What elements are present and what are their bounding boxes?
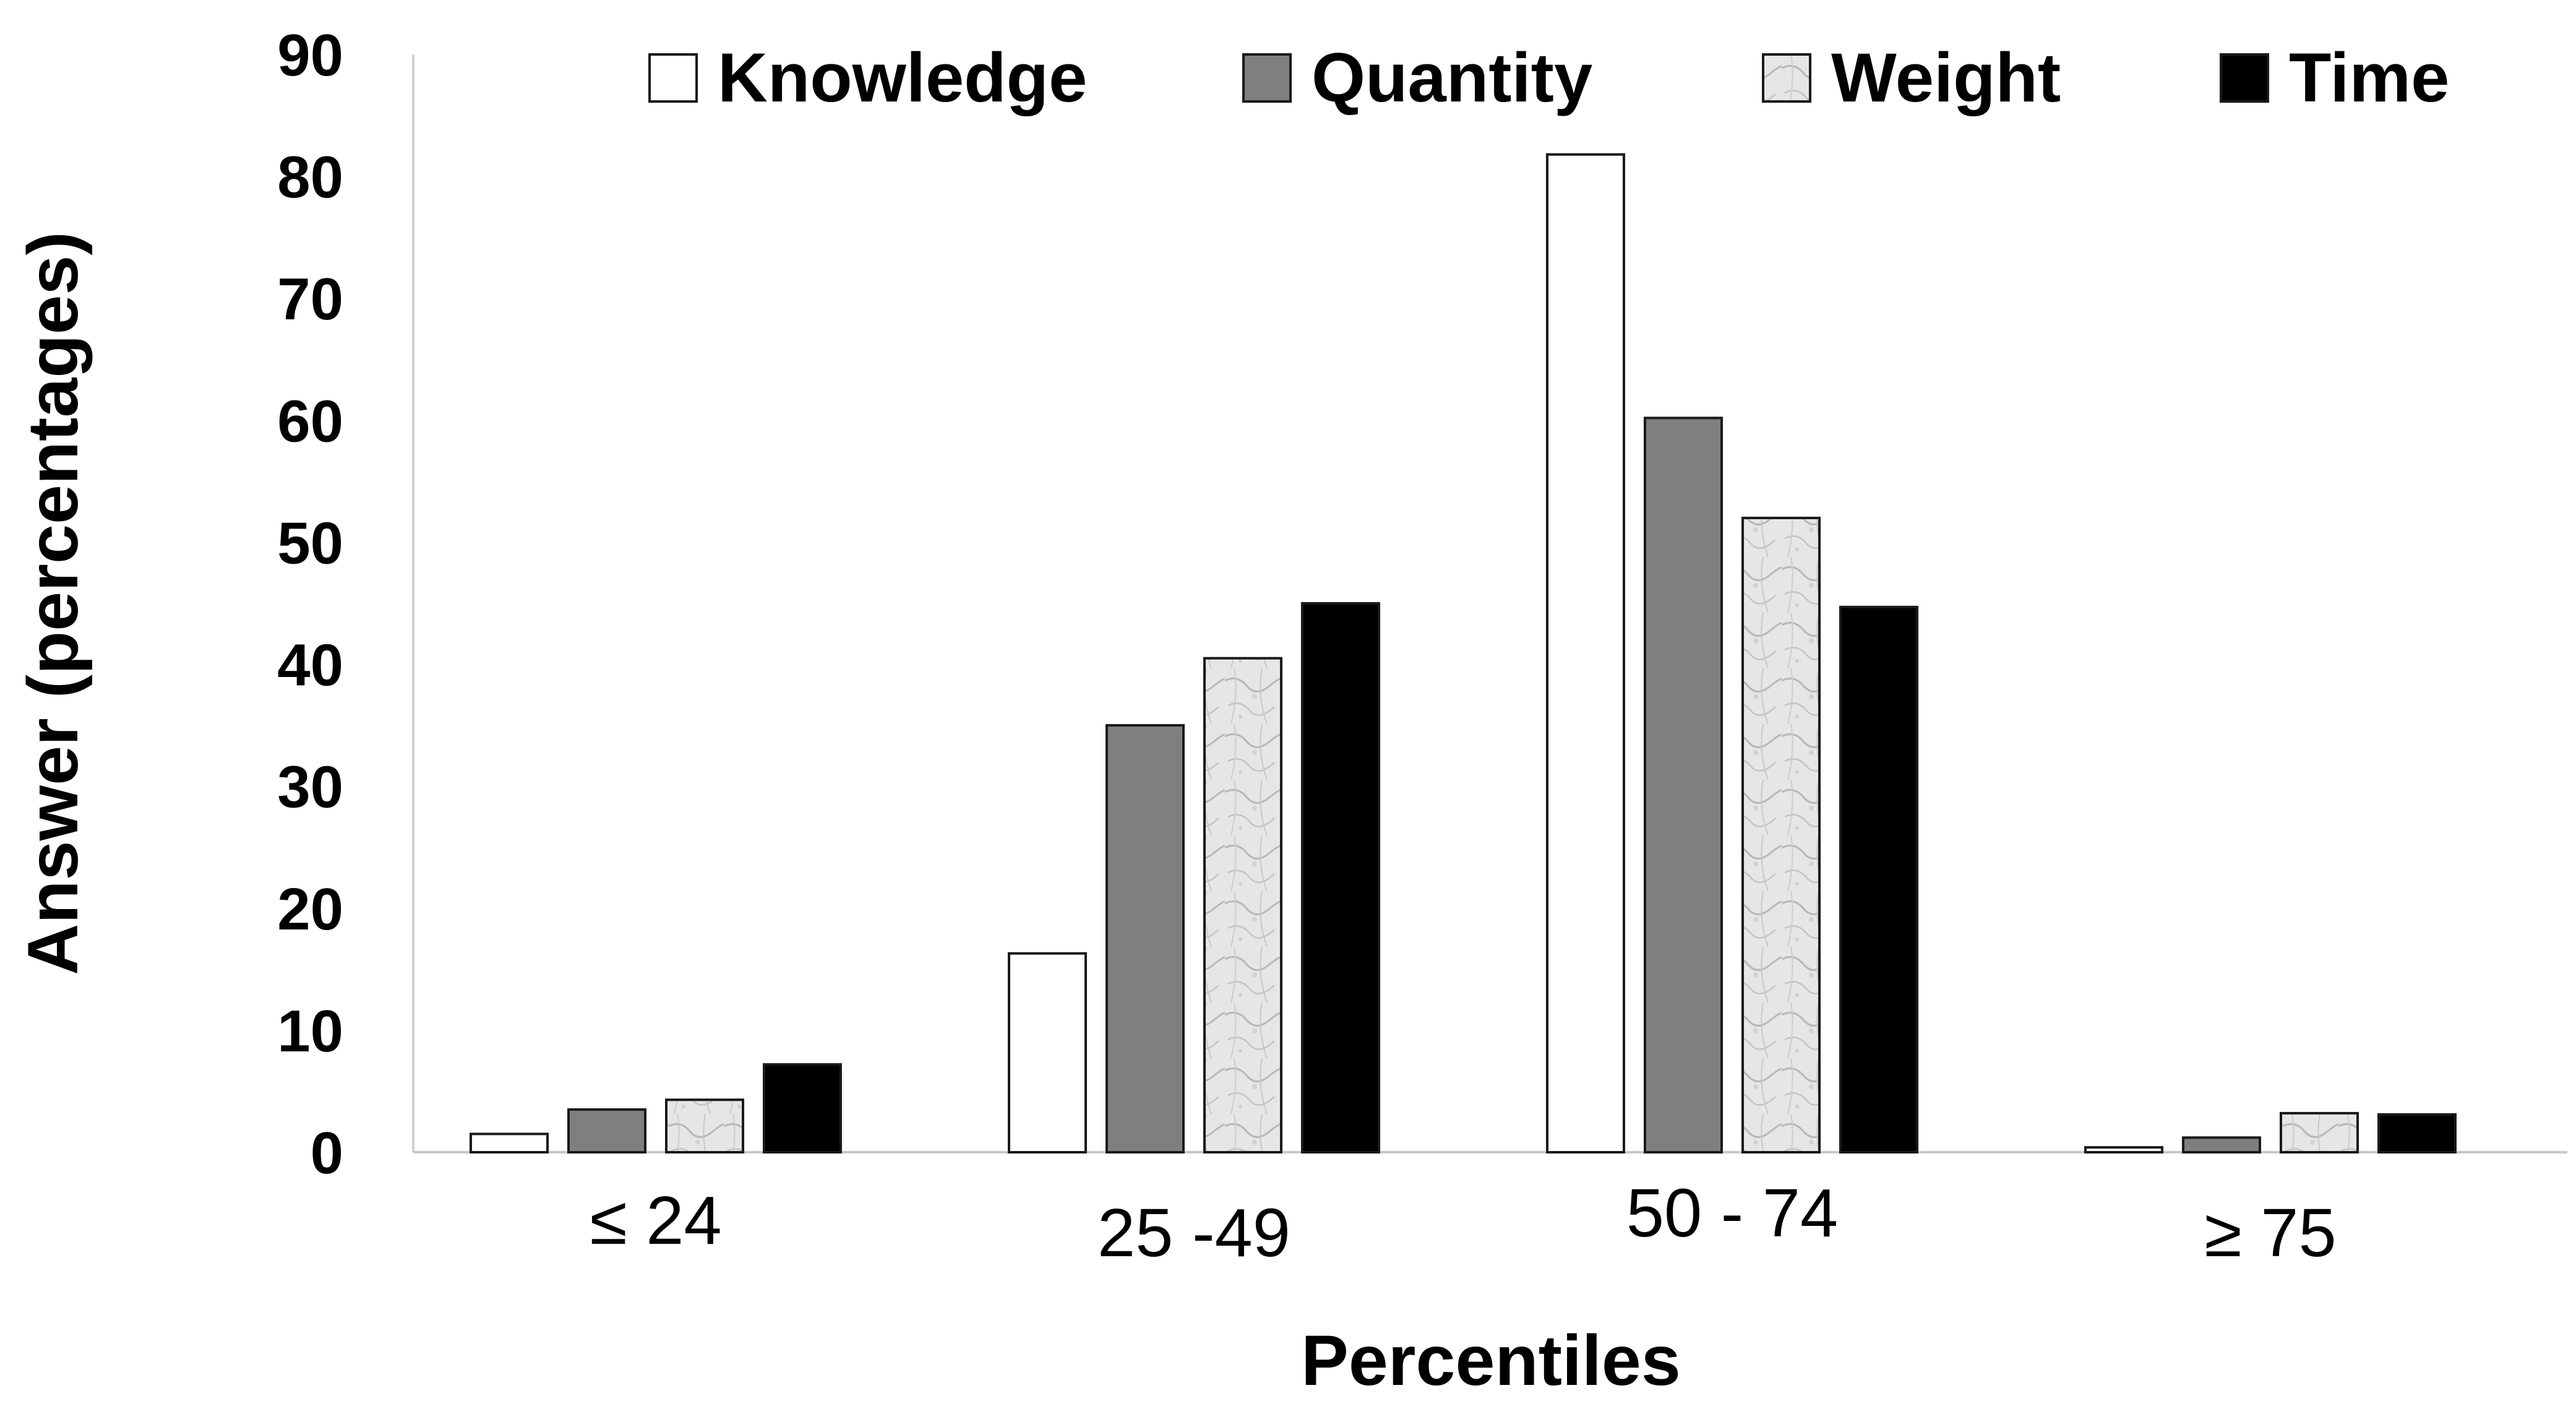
y-tick-label: 40 — [277, 632, 343, 699]
bar-quantity-1 — [1106, 724, 1185, 1153]
bar-time-3 — [2377, 1113, 2457, 1153]
y-tick-label: 50 — [277, 510, 343, 576]
x-axis-title: Percentiles — [1301, 1321, 1681, 1400]
y-tick-label: 90 — [277, 22, 343, 88]
legend: Knowledge Quantity Weight Time — [648, 39, 2449, 116]
bar-quantity-2 — [1644, 416, 1723, 1153]
y-axis-title: Answer (percentages) — [14, 231, 93, 975]
bars — [470, 153, 2457, 1154]
y-tick-label: 60 — [277, 388, 343, 454]
x-category-label: ≤ 24 — [590, 1183, 721, 1259]
legend-swatch-quantity — [1242, 53, 1292, 103]
bar-weight-2 — [1741, 517, 1821, 1153]
bar-weight-3 — [2280, 1111, 2359, 1153]
legend-label-quantity: Quantity — [1312, 39, 1592, 116]
legend-label-knowledge: Knowledge — [718, 39, 1087, 116]
bar-knowledge-0 — [470, 1132, 549, 1154]
legend-label-weight: Weight — [1831, 39, 2061, 116]
x-category-label: ≥ 75 — [2204, 1195, 2336, 1271]
y-tick-label: 0 — [311, 1120, 343, 1186]
bar-weight-1 — [1203, 657, 1282, 1153]
legend-label-time: Time — [2289, 39, 2449, 116]
bar-knowledge-2 — [1546, 153, 1625, 1153]
bar-quantity-3 — [2182, 1136, 2261, 1154]
y-tick-label: 20 — [277, 876, 343, 942]
bar-time-1 — [1301, 602, 1380, 1153]
legend-swatch-knowledge — [648, 53, 698, 103]
y-tick-label: 80 — [277, 144, 343, 210]
legend-swatch-time — [2220, 53, 2269, 103]
legend-swatch-weight — [1762, 53, 1811, 103]
x-category-label: 50 - 74 — [1626, 1175, 1838, 1251]
bar-quantity-0 — [567, 1108, 646, 1153]
bar-knowledge-3 — [2084, 1146, 2163, 1154]
bar-time-2 — [1839, 605, 1918, 1153]
x-category-label: 25 -49 — [1097, 1195, 1290, 1271]
bar-time-0 — [763, 1063, 842, 1153]
y-tick-label: 30 — [277, 754, 343, 821]
bar-weight-0 — [665, 1098, 744, 1153]
x-axis-categories: ≤ 24 25 -49 50 - 74 ≥ 75 — [590, 1175, 2336, 1271]
y-tick-label: 70 — [277, 266, 343, 332]
bar-knowledge-1 — [1008, 952, 1087, 1153]
y-tick-label: 10 — [277, 998, 343, 1064]
y-axis-ticks: 0 10 20 30 40 50 60 70 80 90 — [277, 22, 343, 1186]
